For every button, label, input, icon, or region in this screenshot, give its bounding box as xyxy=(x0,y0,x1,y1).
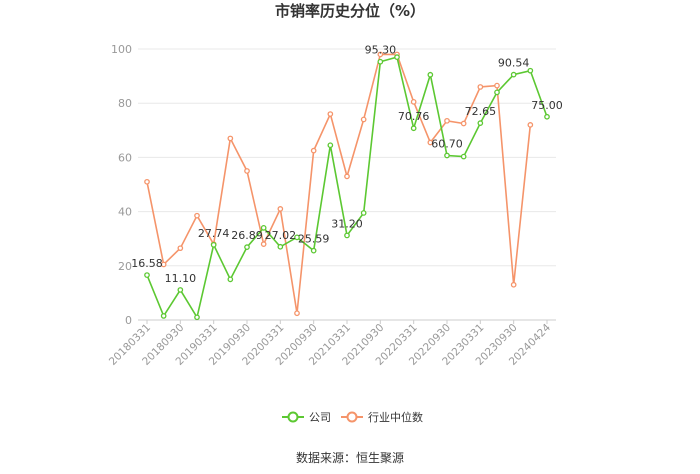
series-1-point-20200930 xyxy=(310,147,317,154)
series-0-point-20210331 xyxy=(344,232,350,239)
series-0-point-20201231 xyxy=(327,142,334,149)
series-layer xyxy=(144,51,550,321)
series-1-point-20230630 xyxy=(494,82,500,89)
y-tick-20: 20 xyxy=(118,260,132,273)
series-1-point-20191231 xyxy=(260,241,267,247)
series-1-point-20180930 xyxy=(177,245,184,252)
series-1-point-20230331 xyxy=(477,84,484,90)
series-0-point-20230930 xyxy=(510,71,517,78)
series-1-point-20180331 xyxy=(144,178,150,185)
series-0-point-20190630 xyxy=(227,276,234,283)
series-0-point-20231231 xyxy=(527,67,534,74)
series-0-point-20230630 xyxy=(494,89,500,96)
series-0-point-20180331 xyxy=(144,272,150,278)
series-0-point-20200630 xyxy=(294,234,300,241)
grid xyxy=(138,48,556,321)
series-0-point-20181231 xyxy=(194,314,200,321)
legend-industry-marker xyxy=(346,411,358,423)
series-0-point-20200331 xyxy=(277,243,284,250)
y-axis: 0 20 40 60 80 100 xyxy=(111,43,132,327)
series-1-point-20200630 xyxy=(294,310,300,317)
y-tick-60: 60 xyxy=(118,151,132,164)
legend-item-industry-median[interactable]: 行业中位数 xyxy=(341,410,423,424)
series-0-point-20200930 xyxy=(310,247,317,254)
series-1-point-20201231 xyxy=(327,111,334,117)
data-label-20190331: 27.74 xyxy=(198,227,230,240)
data-label-20180331: 16.58 xyxy=(131,257,163,270)
legend-item-company[interactable]: 公司 xyxy=(282,411,331,424)
data-label-20210930: 95.30 xyxy=(365,44,397,57)
series-1-point-20231231 xyxy=(527,122,534,128)
y-tick-100: 100 xyxy=(111,43,132,56)
series-0-point-20240424 xyxy=(544,113,550,120)
x-axis: 2018033120180930201903312019093020200331… xyxy=(107,320,553,368)
series-0-point-20210630 xyxy=(360,210,367,216)
series-1-point-20190630 xyxy=(227,135,234,142)
series-1-point-20210331 xyxy=(344,173,350,180)
series-line-1 xyxy=(146,53,532,314)
series-0-point-20210930 xyxy=(377,58,384,65)
series-1-point-20210630 xyxy=(360,116,367,123)
y-tick-0: 0 xyxy=(125,314,132,327)
series-1-point-20220331 xyxy=(410,98,417,105)
source-note: 数据来源：恒生聚源 xyxy=(296,450,404,465)
series-1-point-20210930 xyxy=(377,51,384,58)
data-label-20220930: 60.70 xyxy=(431,138,463,151)
series-1-point-20220930 xyxy=(444,117,450,124)
y-tick-80: 80 xyxy=(118,97,132,110)
legend-company-label: 公司 xyxy=(309,411,331,424)
data-label-20180930: 11.10 xyxy=(165,272,197,285)
legend-industry-label: 行业中位数 xyxy=(368,410,423,424)
series-0-point-20191231 xyxy=(260,225,267,231)
series-0-point-20220331 xyxy=(410,125,417,132)
data-label-20230930: 90.54 xyxy=(498,57,530,70)
series-0-point-20190930 xyxy=(244,244,250,250)
y-tick-40: 40 xyxy=(118,206,132,219)
data-label-20210331: 31.20 xyxy=(331,217,363,230)
series-0-point-20230331 xyxy=(477,120,484,126)
data-label-20200930: 25.59 xyxy=(298,233,330,246)
chart-title: 市销率历史分位（%） xyxy=(275,2,425,20)
series-1-point-20200331 xyxy=(277,206,284,212)
series-0-point-20221231 xyxy=(460,153,467,160)
series-1-point-20230930 xyxy=(510,281,517,288)
data-label-20240424: 75.00 xyxy=(531,99,563,112)
series-0-point-20180630 xyxy=(160,313,167,319)
series-0-point-20180930 xyxy=(177,287,184,293)
data-label-20200331: 27.02 xyxy=(265,229,297,242)
series-0-point-20190331 xyxy=(210,241,217,248)
series-line-0 xyxy=(146,56,548,320)
series-0-point-20211231 xyxy=(394,54,400,60)
series-1-point-20220630 xyxy=(427,139,434,146)
data-label-20220331: 70.76 xyxy=(398,110,430,123)
series-1-point-20190930 xyxy=(244,168,250,174)
data-label-20190930: 26.89 xyxy=(231,229,263,242)
series-0-point-20220630 xyxy=(427,71,434,78)
data-label-20230331: 72.65 xyxy=(465,105,497,118)
legend: 公司 行业中位数 xyxy=(282,410,423,424)
series-1-point-20221231 xyxy=(460,120,467,127)
series-0-point-20220930 xyxy=(444,152,450,159)
series-1-point-20181231 xyxy=(194,212,200,219)
series-1-point-20180630 xyxy=(160,261,167,268)
legend-company-marker xyxy=(287,411,299,423)
